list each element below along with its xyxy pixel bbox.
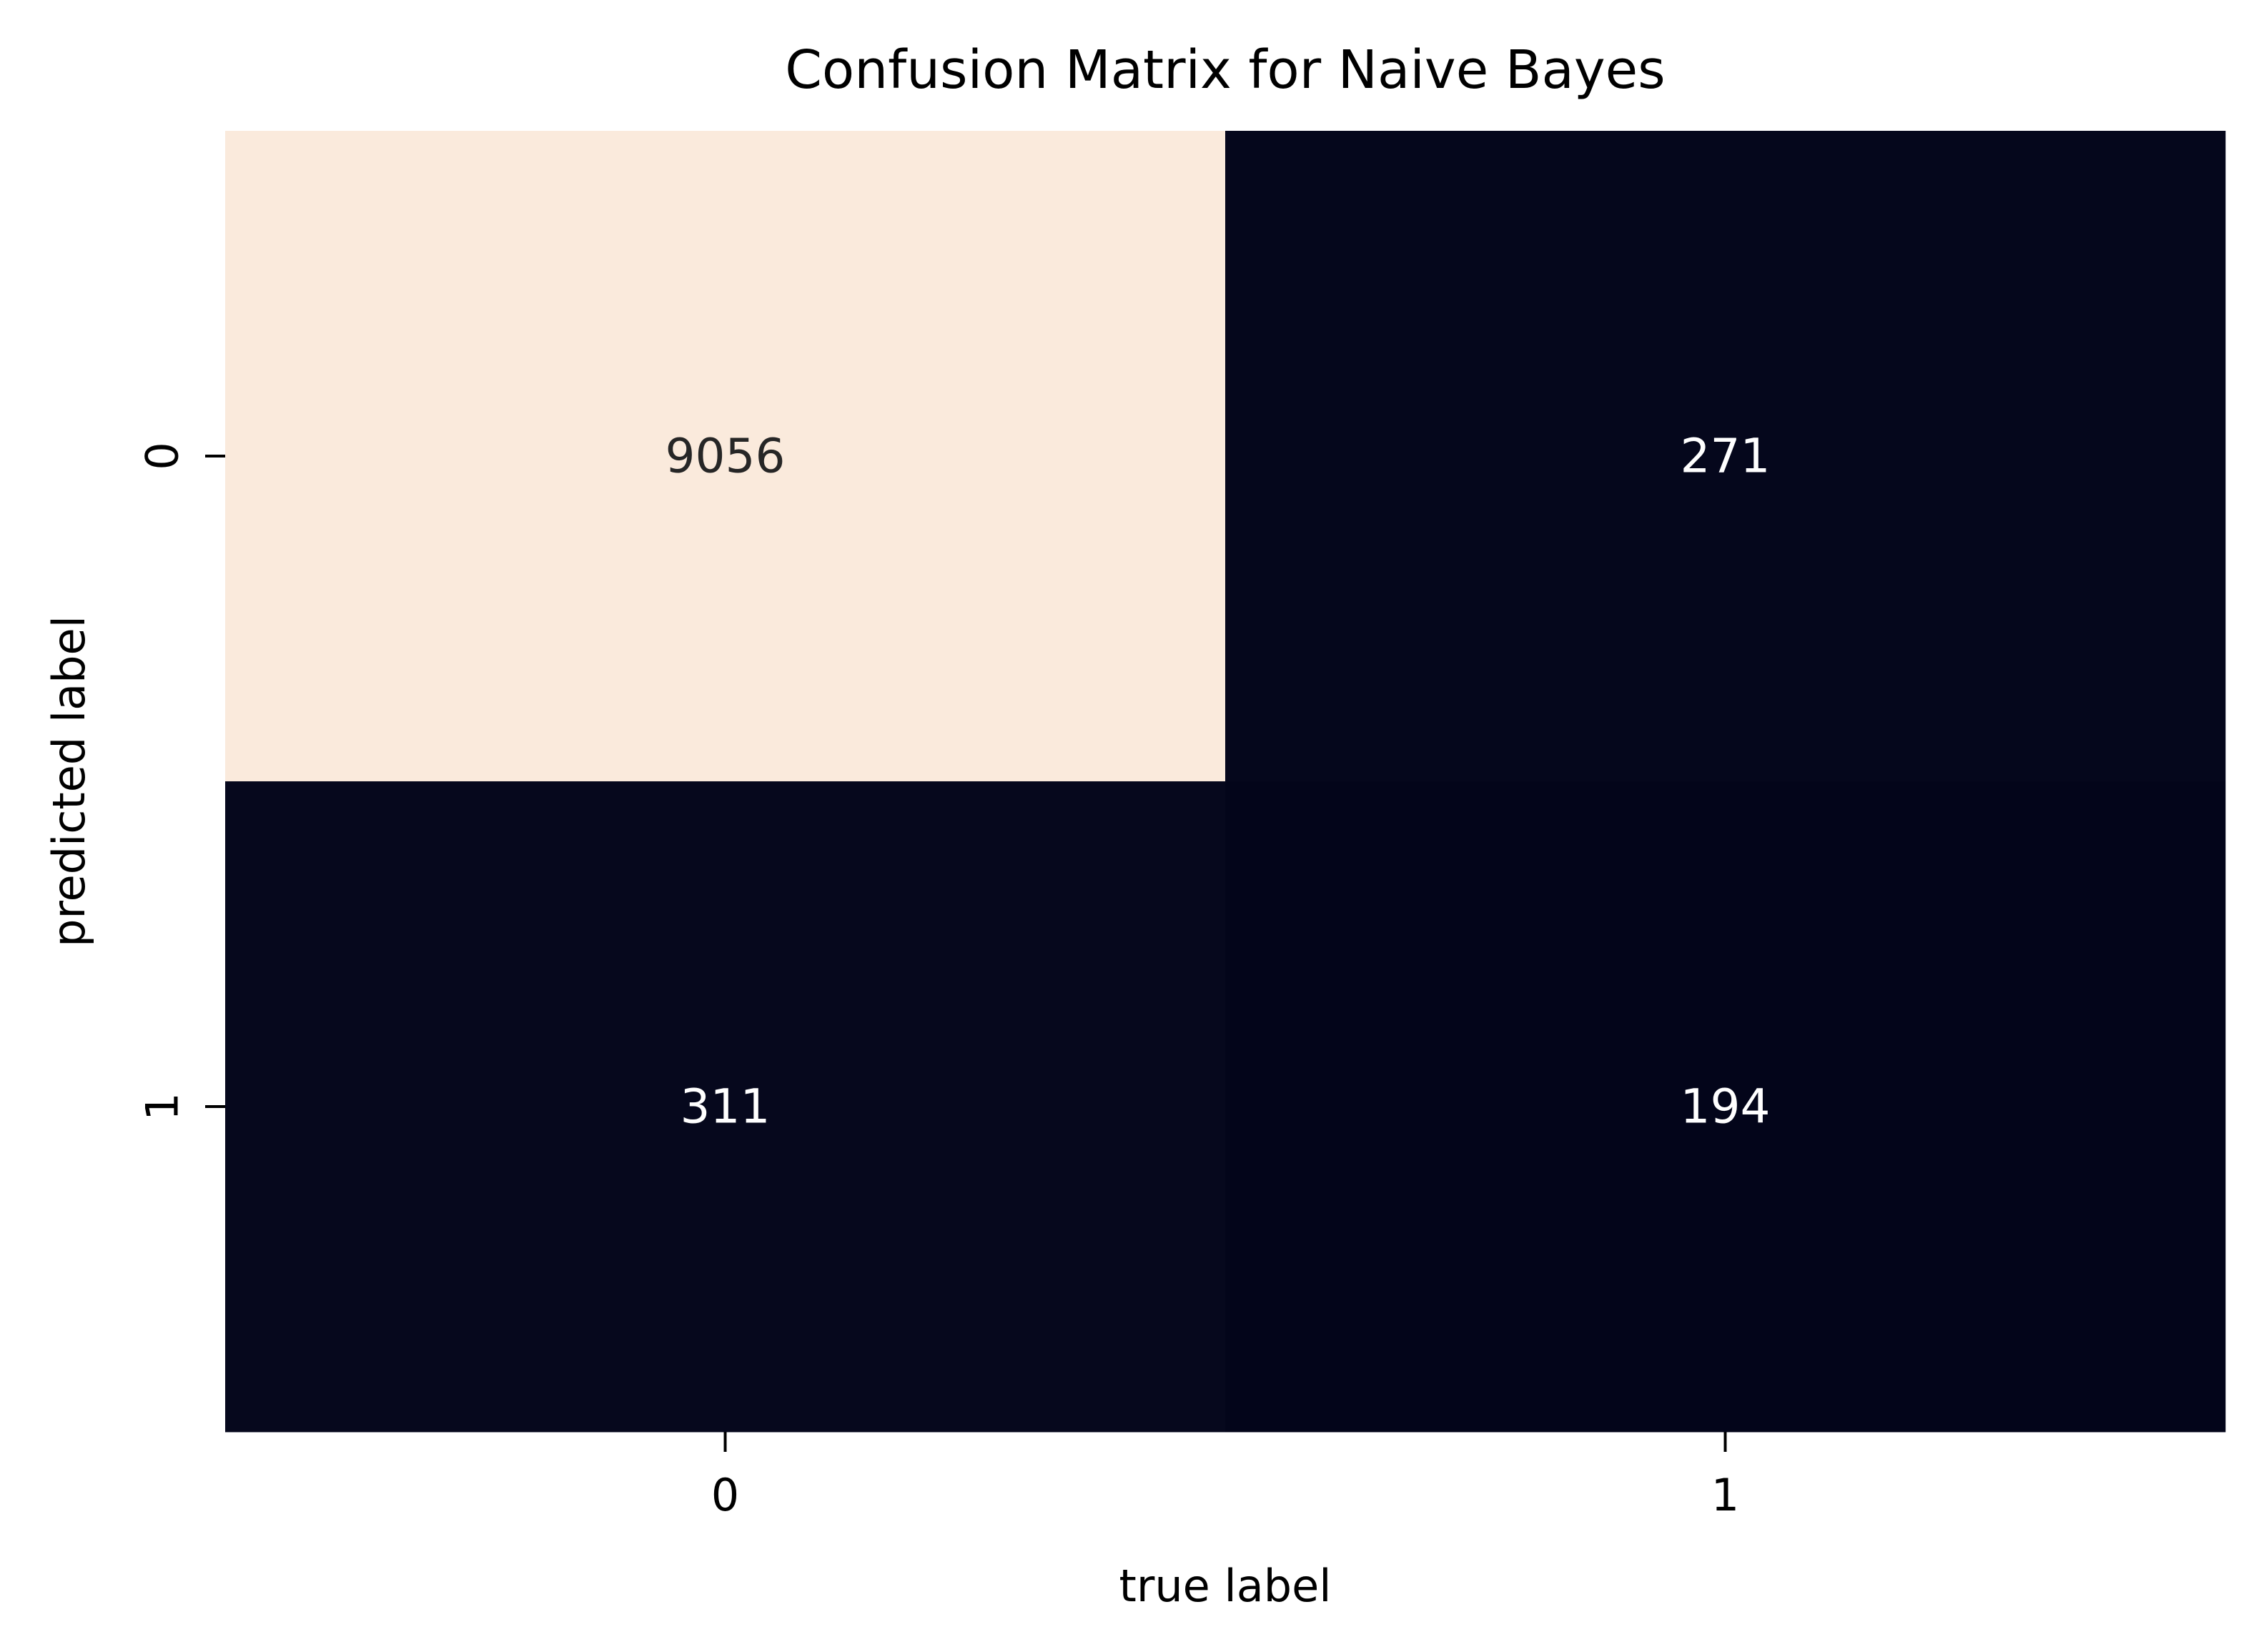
heatmap-cells [225,131,2226,1433]
heatmap-cell-r1-c1 [1225,781,2226,1433]
x-tick-label-1: 1 [1711,1469,1739,1521]
heatmap-cell-r0-c0 [225,131,1226,782]
heatmap-cell-labels: 9056 271 311 194 [666,429,1771,1134]
cell-value-r1-c1: 194 [1681,1079,1771,1134]
cell-value-r0-c0: 9056 [666,429,786,484]
x-axis-label: true label [1119,1560,1332,1612]
heatmap-cell-r0-c1 [1225,131,2226,782]
y-axis-label: predicted label [43,615,95,947]
y-tick-label-0: 0 [137,442,189,470]
cell-value-r0-c1: 271 [1681,429,1771,484]
y-tick-label-1: 1 [137,1092,189,1120]
heatmap-cell-r1-c0 [225,781,1226,1433]
x-tick-label-0: 0 [711,1469,739,1521]
chart-title: Confusion Matrix for Naive Bayes [785,39,1665,101]
cell-value-r1-c0: 311 [681,1079,771,1134]
y-axis-ticks: 01 [137,442,225,1121]
